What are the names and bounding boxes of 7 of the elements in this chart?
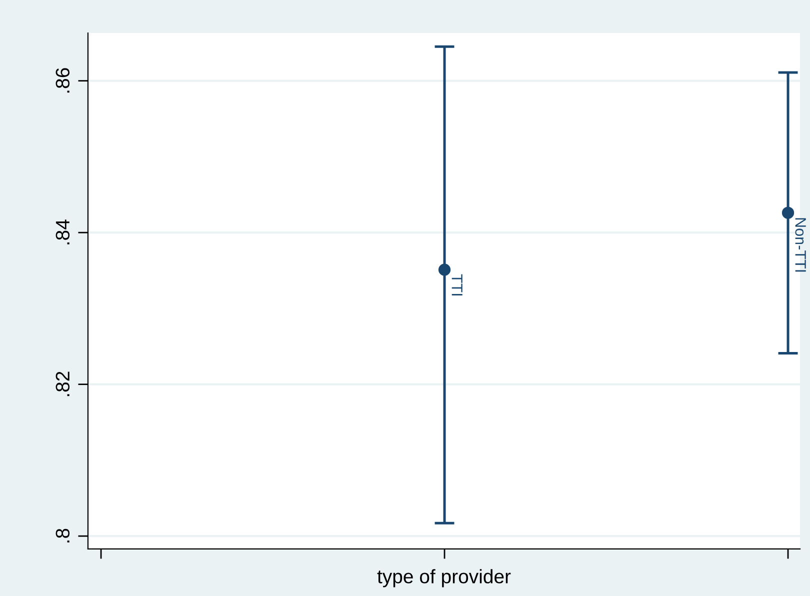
y-tick-label: .8	[56, 528, 70, 542]
x-axis-title: type of provider	[377, 569, 511, 588]
y-tick-label: .84	[56, 220, 70, 244]
text: Non-TTI	[795, 218, 806, 272]
y-tick-label: .86	[56, 68, 70, 93]
text: TTI	[452, 274, 462, 296]
y-tick-label: .82	[56, 372, 70, 396]
